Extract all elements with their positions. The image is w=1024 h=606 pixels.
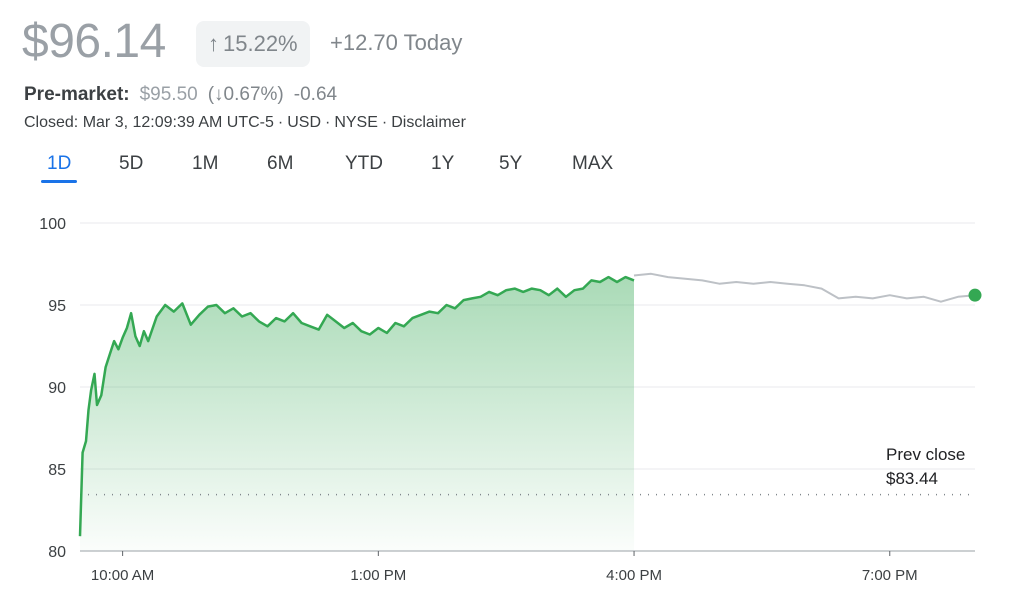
tab-1m[interactable]: 1M [192, 153, 219, 174]
premarket-label: Pre-market: [24, 84, 130, 105]
currency: USD [287, 114, 321, 131]
tab-1y[interactable]: 1Y [431, 153, 455, 174]
premarket-price: $95.50 [139, 84, 198, 105]
tab-5d[interactable]: 5D [119, 153, 144, 174]
area-fill [80, 277, 635, 551]
prev-close-label: Prev close [886, 445, 965, 464]
separator: · [277, 114, 284, 131]
prev-close-value: $83.44 [886, 469, 938, 488]
after-hours-line [633, 272, 976, 303]
tab-max[interactable]: MAX [572, 153, 614, 174]
x-tick-label: 4:00 PM [606, 567, 662, 584]
y-tick-label: 85 [48, 462, 66, 479]
current-price-dot [968, 288, 982, 302]
premarket-change: -0.64 [293, 84, 338, 105]
price-chart[interactable]: 80 85 90 95 100 10:00 AM 1:00 PM 4:00 PM 7:00 PM… [0, 196, 1024, 606]
current-price: $96.14 [22, 15, 166, 68]
arrow-up-icon: ↑ [208, 31, 219, 56]
x-tick-label: 7:00 PM [862, 567, 918, 584]
change-today: +12.70 Today [330, 30, 463, 55]
tab-5y[interactable]: 5Y [499, 153, 523, 174]
price-line [78, 275, 635, 537]
y-tick-label: 100 [39, 216, 66, 233]
y-tick-label: 90 [48, 380, 66, 397]
change-percent-badge: ↑ 15.22% [196, 21, 310, 67]
closed-timestamp: Closed: Mar 3, 12:09:39 AM UTC-5 [24, 114, 274, 131]
exchange: NYSE [334, 114, 378, 131]
tab-1d[interactable]: 1D [47, 153, 72, 174]
active-tab-indicator [41, 180, 77, 183]
market-status-row: Closed: Mar 3, 12:09:39 AM UTC-5 · USD ·… [24, 114, 466, 132]
separator: · [381, 114, 388, 131]
x-tick-label: 1:00 PM [350, 567, 406, 584]
premarket-percent: (↓0.67%) [207, 84, 284, 105]
separator: · [325, 114, 331, 131]
tab-ytd[interactable]: YTD [345, 153, 383, 174]
disclaimer-link[interactable]: Disclaimer [391, 114, 466, 131]
premarket-row: Pre-market: $95.50 (↓0.67%) -0.64 [24, 84, 337, 106]
change-percent-text: 15.22% [223, 31, 298, 56]
tab-6m[interactable]: 6M [267, 153, 294, 174]
y-tick-label: 95 [48, 298, 66, 315]
x-tick-label: 10:00 AM [91, 567, 154, 584]
y-tick-label: 80 [48, 544, 66, 561]
